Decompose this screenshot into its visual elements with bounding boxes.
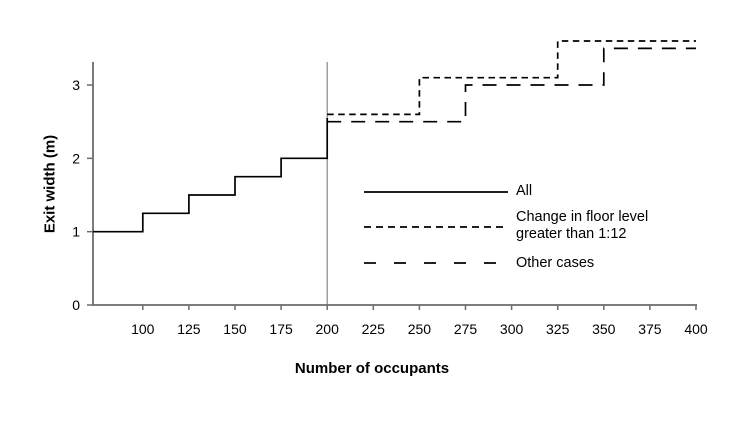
y-axis-title: Exit width (m) <box>41 134 59 234</box>
x-tick-label: 150 <box>223 321 247 337</box>
series-all <box>93 118 329 233</box>
legend-long-dash-line-icon <box>364 262 508 264</box>
x-tick-label: 125 <box>177 321 201 337</box>
x-tick-label: 350 <box>592 321 616 337</box>
x-tick-label: 225 <box>362 321 386 337</box>
x-tick-label: 175 <box>269 321 293 337</box>
x-tick-label: 250 <box>408 321 432 337</box>
x-tick-label: 375 <box>638 321 662 337</box>
legend-label-change-in-floor-level: Change in floor level greater than 1:12 <box>516 209 649 242</box>
x-axis-title: Number of occupants <box>294 360 450 377</box>
legend-short-dash-line-icon <box>364 226 508 228</box>
axes-lines <box>92 62 697 306</box>
x-tick-label: 300 <box>500 321 524 337</box>
x-tick-label: 275 <box>454 321 478 337</box>
legend-label-other-cases: Other cases <box>516 255 595 271</box>
y-tick-label: 3 <box>72 77 80 93</box>
legend-label-all: All <box>516 183 533 199</box>
y-tick-label: 2 <box>72 150 80 166</box>
series-other-cases <box>327 47 696 123</box>
series-change-in-floor-level <box>327 40 696 116</box>
x-tick-label: 400 <box>684 321 708 337</box>
y-tick-label: 1 <box>72 224 80 240</box>
legend-solid-line-icon <box>364 191 508 193</box>
x-tick-label: 325 <box>546 321 570 337</box>
x-tick-label: 200 <box>316 321 340 337</box>
y-tick-label: 0 <box>72 297 80 313</box>
x-tick-label: 100 <box>131 321 155 337</box>
